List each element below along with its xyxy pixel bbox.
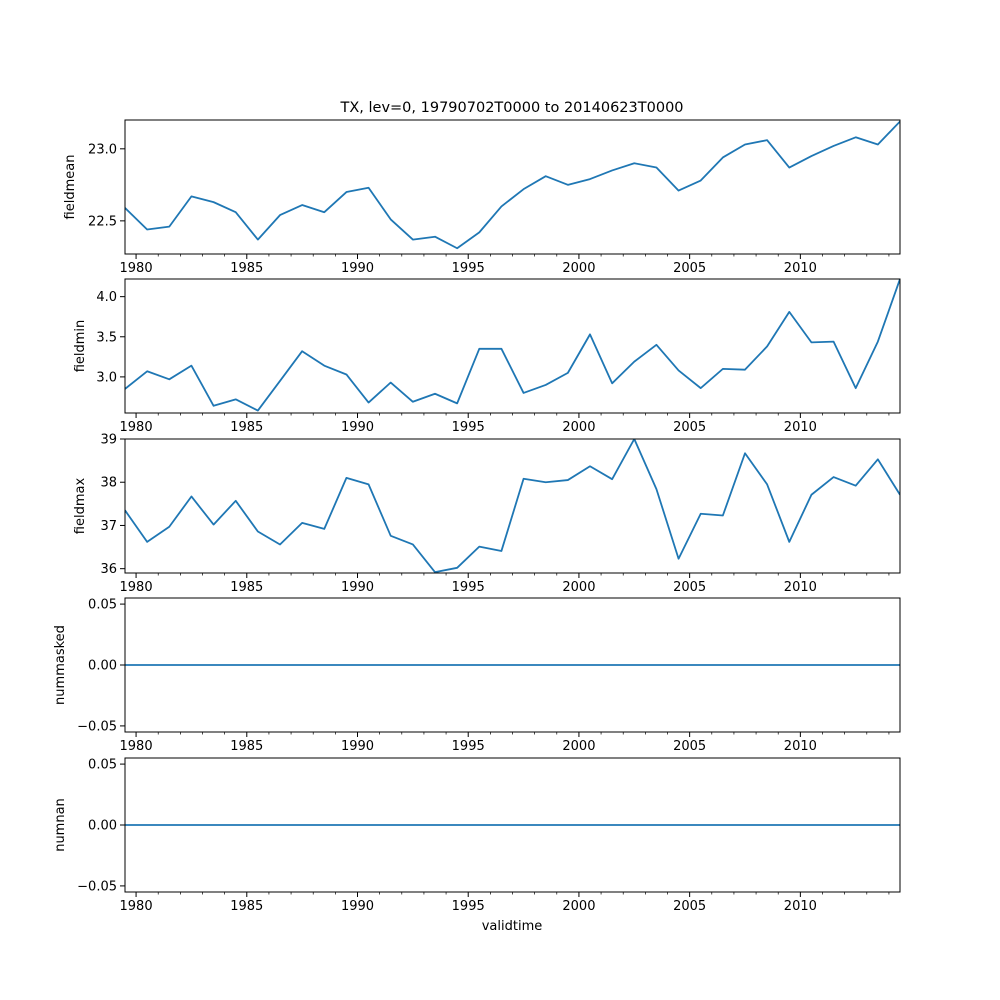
y-tick-label: 37 (100, 519, 117, 534)
x-tick-label: 2005 (673, 899, 706, 914)
x-tick-label: 2010 (784, 420, 817, 435)
x-tick-label: 2005 (673, 420, 706, 435)
y-tick-label: 0.05 (88, 758, 117, 773)
x-tick-label: 2000 (562, 580, 595, 595)
x-tick-label: 1990 (341, 261, 374, 276)
y-axis-label: fieldmin (73, 320, 88, 373)
x-tick-label: 1980 (120, 899, 153, 914)
series-line-fieldmax (125, 439, 900, 573)
x-tick-label: 2000 (562, 261, 595, 276)
x-axis-label: validtime (482, 919, 543, 934)
series-line-fieldmean (125, 120, 900, 250)
axes-frame (124, 278, 901, 414)
x-tick-label: 2010 (784, 899, 817, 914)
x-tick-label: 1980 (120, 580, 153, 595)
y-tick-label: 39 (100, 433, 117, 448)
y-tick-label: 36 (100, 562, 117, 577)
y-axis-label: fieldmean (63, 155, 78, 220)
x-tick-label: 1995 (452, 580, 485, 595)
y-axis-label: numnan (53, 798, 68, 852)
x-tick-label: 2005 (673, 261, 706, 276)
y-axis-label: fieldmax (73, 478, 88, 535)
panel-nummasked: 1980 1985 1990 1995 2000 2005 2010 −0.05 0.00 0.0… (53, 597, 901, 754)
y-tick-label: 3.0 (96, 370, 117, 385)
x-tick-label: 1980 (120, 261, 153, 276)
panel-numnan: 1980 1985 1990 1995 2000 2005 2010 −0.05 0.00 0.0… (53, 757, 901, 914)
x-tick-label: 1985 (230, 580, 263, 595)
x-tick-label: 1985 (230, 739, 263, 754)
x-tick-label: 1990 (341, 739, 374, 754)
x-tick-label: 1995 (452, 739, 485, 754)
x-tick-label: 2000 (562, 899, 595, 914)
x-tick-label: 2005 (673, 739, 706, 754)
x-tick-label: 1990 (341, 899, 374, 914)
series-line-fieldmin (125, 279, 900, 412)
panel-fieldmax: 1980 1985 1990 1995 2000 2005 2010 36 37 38 39 fiel… (73, 433, 901, 595)
x-tick-label: 1990 (341, 420, 374, 435)
y-tick-label: 0.00 (88, 819, 117, 834)
x-tick-label: 2010 (784, 580, 817, 595)
x-tick-label: 1985 (230, 261, 263, 276)
y-tick-label: 0.05 (88, 598, 117, 613)
panel-fieldmean: 1980 1985 1990 1995 2000 2005 2010 22.5 23.0 fiel… (63, 119, 901, 276)
x-tick-label: 1995 (452, 899, 485, 914)
panels-group: 1980 1985 1990 1995 2000 2005 2010 22.5 23.0 fiel… (53, 119, 901, 914)
y-tick-label: 0.00 (88, 659, 117, 674)
x-tick-label: 2005 (673, 580, 706, 595)
y-axis-label: nummasked (53, 625, 68, 705)
x-tick-label: 1980 (120, 739, 153, 754)
y-tick-label: 23.0 (88, 142, 117, 157)
y-tick-label: −0.05 (77, 719, 117, 734)
chart-title: TX, lev=0, 19790702T0000 to 20140623T000… (339, 100, 683, 116)
x-tick-label: 1980 (120, 420, 153, 435)
x-tick-label: 2000 (562, 420, 595, 435)
y-tick-label: 22.5 (88, 214, 117, 229)
y-tick-label: 3.5 (96, 330, 117, 345)
y-tick-label: 38 (100, 476, 117, 491)
panel-fieldmin: 1980 1985 1990 1995 2000 2005 2010 3.0 3.5 4.0 fie… (73, 278, 901, 435)
x-tick-label: 2010 (784, 261, 817, 276)
axes-frame (124, 438, 901, 574)
x-tick-label: 2010 (784, 739, 817, 754)
x-tick-label: 1990 (341, 580, 374, 595)
y-tick-label: 4.0 (96, 290, 117, 305)
x-tick-label: 1995 (452, 420, 485, 435)
x-tick-label: 1985 (230, 420, 263, 435)
x-tick-label: 2000 (562, 739, 595, 754)
axes-frame (124, 119, 901, 255)
y-tick-label: −0.05 (77, 879, 117, 894)
x-tick-label: 1985 (230, 899, 263, 914)
x-tick-label: 1995 (452, 261, 485, 276)
